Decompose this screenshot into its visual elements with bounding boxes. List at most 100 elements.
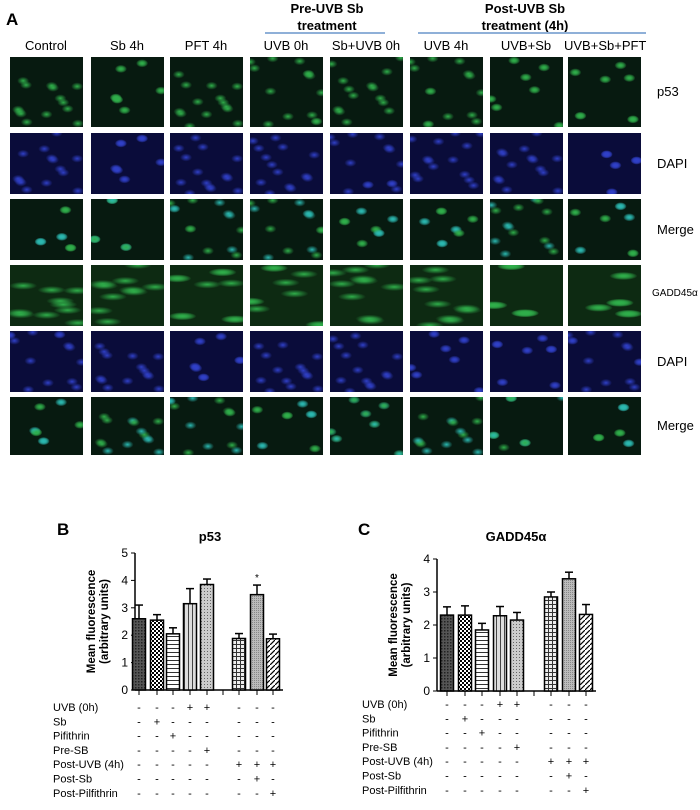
micrograph	[568, 265, 641, 326]
condition-mark: -	[271, 745, 275, 757]
y-axis-label: Mean fluorescence	[86, 570, 98, 674]
condition-mark: +	[170, 731, 176, 743]
micrograph	[330, 133, 403, 194]
condition-mark: +	[236, 759, 242, 771]
micrograph	[330, 331, 403, 392]
condition-mark: +	[154, 716, 160, 728]
micrograph	[10, 199, 83, 260]
micrograph	[410, 199, 483, 260]
micrograph	[410, 265, 483, 326]
condition-mark: -	[205, 759, 209, 771]
bar	[578, 613, 594, 692]
condition-mark: -	[188, 745, 192, 757]
condition-mark: -	[137, 702, 141, 714]
condition-mark: -	[188, 716, 192, 728]
micrograph	[250, 397, 323, 455]
bar	[149, 619, 165, 691]
panel-label: C	[358, 520, 370, 539]
panel-a-label: A	[6, 10, 19, 29]
condition-mark: -	[155, 759, 159, 771]
column-header: Sb 4h	[110, 38, 144, 53]
bar	[457, 614, 473, 692]
condition-mark: -	[567, 728, 571, 740]
condition-mark: -	[498, 713, 502, 725]
micrograph	[330, 199, 403, 260]
condition-mark: -	[480, 699, 484, 711]
condition-mark: -	[567, 699, 571, 711]
condition-mark: -	[584, 742, 588, 754]
condition-mark: +	[566, 756, 572, 768]
condition-label: UVB (0h)	[362, 699, 407, 711]
condition-label: Post-Sb	[362, 771, 401, 783]
condition-mark: +	[514, 699, 520, 711]
condition-mark: +	[204, 745, 210, 757]
condition-mark: -	[171, 759, 175, 771]
condition-mark: -	[567, 713, 571, 725]
condition-mark: -	[445, 785, 449, 797]
bar	[543, 596, 559, 692]
y-tick-label: 2	[121, 628, 128, 642]
condition-mark: -	[549, 699, 553, 711]
condition-mark: -	[237, 745, 241, 757]
condition-mark: -	[480, 756, 484, 768]
condition-mark: -	[549, 713, 553, 725]
condition-label: UVB (0h)	[53, 702, 98, 714]
group-line-pre	[265, 32, 385, 34]
micrograph	[250, 199, 323, 260]
row-label: Merge	[657, 221, 694, 237]
condition-mark: -	[515, 713, 519, 725]
condition-mark: -	[255, 731, 259, 743]
y-tick-label: 1	[423, 651, 430, 665]
condition-mark: -	[480, 713, 484, 725]
column-header: UVB+Sb+PFT	[564, 38, 647, 53]
condition-mark: -	[171, 716, 175, 728]
condition-mark: +	[497, 699, 503, 711]
micrograph	[330, 57, 403, 127]
bar	[131, 618, 147, 691]
condition-mark: -	[445, 742, 449, 754]
condition-mark: -	[445, 713, 449, 725]
condition-mark: -	[188, 774, 192, 786]
condition-mark: -	[445, 728, 449, 740]
condition-mark: -	[271, 731, 275, 743]
condition-mark: -	[463, 728, 467, 740]
micrograph	[568, 397, 641, 455]
bar	[561, 578, 577, 692]
micrograph	[10, 133, 83, 194]
condition-mark: -	[237, 716, 241, 728]
y-tick-label: 0	[121, 683, 128, 697]
condition-mark: -	[255, 788, 259, 800]
condition-mark: +	[548, 756, 554, 768]
condition-mark: -	[188, 788, 192, 800]
condition-mark: -	[171, 702, 175, 714]
condition-mark: -	[584, 728, 588, 740]
panel-label: B	[57, 520, 69, 539]
condition-mark: -	[549, 771, 553, 783]
condition-mark: -	[515, 728, 519, 740]
significance-marker: *	[255, 573, 259, 584]
condition-mark: -	[205, 774, 209, 786]
chart-title: p53	[199, 529, 221, 544]
condition-mark: -	[155, 788, 159, 800]
y-tick-label: 2	[423, 618, 430, 632]
micrograph	[91, 331, 164, 392]
column-header: UVB 4h	[423, 38, 469, 53]
condition-mark: +	[270, 759, 276, 771]
condition-mark: +	[254, 774, 260, 786]
condition-mark: -	[237, 788, 241, 800]
condition-label: Post-Pilfithrin	[53, 788, 118, 800]
y-axis-label: (arbitrary units)	[401, 582, 413, 667]
condition-mark: +	[270, 788, 276, 800]
condition-mark: -	[567, 742, 571, 754]
micrograph	[410, 57, 483, 127]
condition-mark: +	[462, 713, 468, 725]
condition-mark: -	[171, 788, 175, 800]
condition-mark: -	[498, 742, 502, 754]
condition-mark: -	[205, 788, 209, 800]
condition-mark: -	[463, 785, 467, 797]
condition-mark: -	[171, 745, 175, 757]
condition-mark: +	[566, 771, 572, 783]
condition-label: Pifithrin	[362, 728, 399, 740]
group-line-post	[418, 32, 646, 34]
condition-mark: -	[463, 771, 467, 783]
